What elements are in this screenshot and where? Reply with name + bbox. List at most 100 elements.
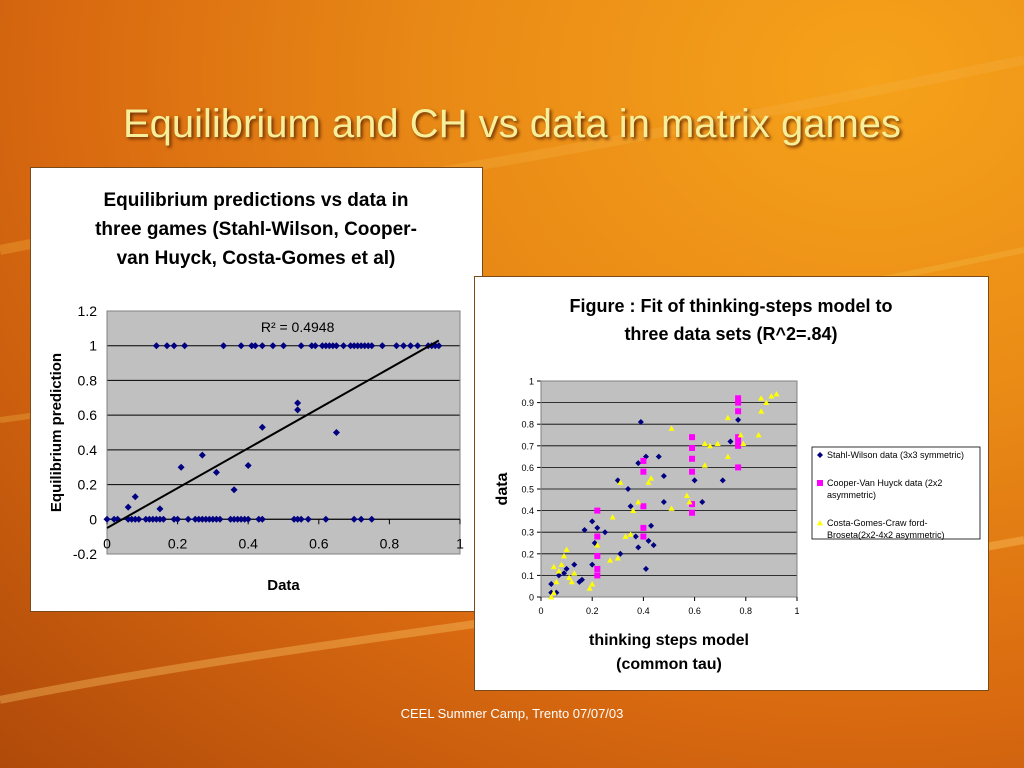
data-point: [740, 440, 747, 447]
plot-border: [540, 380, 798, 598]
data-point: [735, 408, 742, 415]
data-point: [701, 462, 708, 468]
data-point: [563, 565, 570, 572]
data-point: [156, 505, 164, 513]
data-point: [142, 515, 150, 523]
y-tick-label: 0.6: [521, 463, 534, 473]
data-point: [689, 509, 696, 516]
data-point: [571, 570, 578, 576]
data-point: [368, 515, 376, 523]
data-point: [304, 515, 312, 523]
data-point: [368, 342, 376, 350]
legend-marker: [817, 452, 823, 458]
data-point: [145, 515, 153, 523]
data-point: [280, 342, 287, 350]
y-tick-label: 0.7: [521, 441, 534, 451]
data-point: [607, 557, 614, 563]
data-point: [773, 390, 780, 397]
data-point: [258, 515, 266, 523]
plot-border: [106, 310, 461, 555]
y-tick-label: 0.4: [521, 506, 534, 516]
data-point: [553, 578, 560, 585]
data-point: [290, 515, 298, 523]
data-point: [152, 515, 160, 523]
data-point: [548, 581, 555, 588]
data-point: [735, 464, 742, 471]
data-point: [294, 399, 302, 407]
data-point: [650, 542, 657, 549]
data-point: [212, 515, 220, 523]
data-point: [227, 515, 235, 523]
x-tick-label: 0.4: [238, 535, 258, 551]
data-point: [683, 492, 690, 498]
y-axis-label: Equilibrium prediction: [48, 353, 65, 512]
data-point: [149, 515, 157, 523]
data-point: [311, 342, 319, 350]
data-point: [177, 463, 185, 471]
data-point: [668, 505, 675, 511]
data-point: [735, 399, 742, 406]
equilibrium-chart: Equilibrium predictions vs data in three …: [48, 190, 464, 594]
data-point: [706, 442, 713, 449]
data-point: [237, 342, 245, 350]
plot-area: [107, 311, 460, 554]
data-point: [128, 515, 136, 523]
slide-footer: CEEL Summer Camp, Trento 07/07/03: [400, 706, 624, 721]
data-point: [645, 479, 652, 485]
data-point: [755, 432, 762, 438]
data-point: [719, 477, 726, 484]
y-tick-label: 0.2: [521, 549, 534, 559]
x-tick-label: 0.8: [380, 535, 400, 551]
legend-marker: [817, 480, 823, 486]
data-point: [435, 342, 443, 350]
data-point: [640, 533, 647, 540]
data-point: [758, 395, 765, 401]
data-point: [594, 572, 601, 579]
data-point: [660, 498, 667, 505]
data-point: [602, 529, 608, 536]
data-point: [758, 408, 765, 414]
data-point: [174, 515, 182, 523]
y-tick-label: 0.2: [78, 477, 98, 493]
data-point: [212, 468, 220, 476]
data-point: [617, 550, 624, 557]
data-point: [219, 342, 227, 350]
x-tick-label: 0.6: [309, 535, 329, 551]
data-point: [103, 515, 111, 523]
y-tick-label: 1: [529, 377, 534, 387]
data-point: [198, 451, 206, 459]
data-point: [297, 515, 305, 523]
data-point: [655, 453, 662, 460]
data-point: [181, 342, 189, 350]
data-point: [329, 342, 337, 350]
data-point: [637, 419, 644, 426]
data-point: [318, 342, 326, 350]
data-point: [724, 414, 731, 421]
data-point: [241, 515, 249, 523]
data-point: [269, 342, 277, 350]
data-point: [668, 425, 675, 431]
data-point: [571, 561, 578, 568]
legend-label: Cooper-Van Huyck data (2x2: [827, 478, 942, 488]
legend-label: Stahl-Wilson data (3x3 symmetric): [827, 450, 964, 460]
x-axis-label: thinking steps model: [589, 632, 749, 649]
x-tick-label: 0.2: [586, 606, 599, 616]
data-point: [594, 507, 601, 514]
data-point: [737, 432, 744, 438]
data-point: [322, 515, 330, 523]
data-point: [589, 518, 596, 525]
data-point: [216, 515, 224, 523]
data-point: [576, 578, 583, 585]
chart-title-line: Equilibrium predictions vs data in: [103, 190, 408, 211]
x-tick-label: 0.2: [168, 535, 188, 551]
data-point: [258, 423, 266, 431]
data-point: [768, 393, 775, 399]
data-point: [198, 515, 206, 523]
data-point: [632, 533, 639, 540]
data-point: [594, 552, 601, 559]
x-tick-label: 0.8: [740, 606, 753, 616]
data-point: [589, 561, 596, 568]
data-point: [594, 533, 601, 540]
data-point: [209, 515, 217, 523]
data-point: [763, 399, 770, 405]
